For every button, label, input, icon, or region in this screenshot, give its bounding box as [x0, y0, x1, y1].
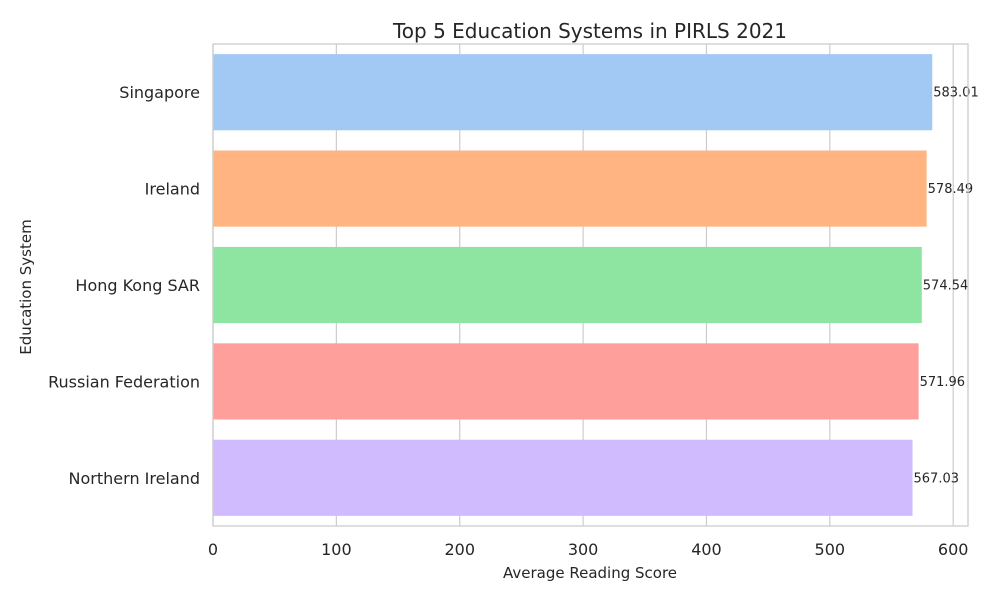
x-tick-label: 300: [568, 540, 599, 559]
x-tick-label: 0: [208, 540, 218, 559]
x-tick-label: 100: [321, 540, 352, 559]
data-labels: 583.01 578.49 574.54 571.96 567.03: [914, 86, 979, 487]
x-tick-label: 600: [938, 540, 969, 559]
category-label: Singapore: [119, 83, 200, 102]
category-label: Hong Kong SAR: [75, 276, 200, 295]
bar-value-label: 571.96: [920, 375, 966, 390]
bar: [213, 150, 927, 227]
x-tick-label: 400: [691, 540, 722, 559]
y-axis-label: Education System: [17, 219, 35, 354]
bar: [213, 439, 913, 516]
bars: [213, 54, 933, 516]
plot-frame: [212, 43, 969, 527]
x-tick-labels: 0 100 200 300 400 500 600: [208, 540, 969, 559]
bar: [213, 246, 922, 324]
bar-value-label: 578.49: [928, 182, 974, 197]
chart-title: Top 5 Education Systems in PIRLS 2021: [392, 19, 787, 43]
bar-value-label: 574.54: [923, 279, 969, 294]
category-label: Northern Ireland: [69, 469, 200, 488]
category-label: Russian Federation: [48, 372, 200, 391]
bar: [213, 54, 933, 131]
x-tick-label: 200: [444, 540, 475, 559]
bar: [213, 343, 919, 420]
category-label: Ireland: [145, 180, 200, 199]
category-labels: Singapore Ireland Hong Kong SAR Russian Fed…: [48, 83, 200, 488]
x-tick-label: 500: [815, 540, 846, 559]
bar-value-label: 583.01: [933, 86, 979, 101]
x-axis-label: Average Reading Score: [503, 564, 677, 582]
bar-value-label: 567.03: [914, 471, 960, 486]
